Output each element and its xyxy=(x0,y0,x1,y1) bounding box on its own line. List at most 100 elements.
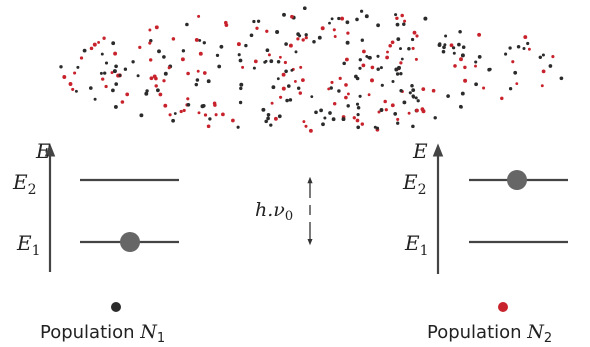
particle xyxy=(110,71,114,75)
particle xyxy=(416,99,420,103)
particle xyxy=(402,22,406,26)
particle xyxy=(444,34,448,38)
particle xyxy=(461,45,466,49)
particle xyxy=(323,116,327,120)
energy-gap-annotation: h.ν0 xyxy=(255,176,313,246)
particle xyxy=(279,95,283,99)
particle xyxy=(194,82,199,87)
particle xyxy=(393,112,398,116)
particle xyxy=(154,25,159,30)
particle xyxy=(360,38,364,42)
particle xyxy=(294,50,298,54)
particle xyxy=(396,37,401,41)
left-upper-level-label: E2 xyxy=(12,170,37,198)
particle xyxy=(113,51,118,56)
particle xyxy=(102,36,106,40)
particle xyxy=(101,77,105,81)
particle xyxy=(399,89,403,93)
particle xyxy=(515,82,519,86)
particle xyxy=(438,42,442,46)
particle xyxy=(352,116,356,120)
particle xyxy=(304,33,308,37)
particle xyxy=(73,71,77,75)
particle xyxy=(239,82,244,87)
particle xyxy=(149,76,154,81)
particle xyxy=(298,91,303,95)
particle xyxy=(264,119,268,124)
particle xyxy=(330,80,334,84)
particle xyxy=(201,103,206,108)
particle xyxy=(513,70,518,75)
particle xyxy=(253,59,258,64)
particle xyxy=(346,92,350,96)
particle xyxy=(186,97,190,101)
particle xyxy=(202,71,207,75)
particle xyxy=(148,28,152,32)
particle xyxy=(358,66,362,70)
particle xyxy=(487,67,491,72)
particle xyxy=(288,43,293,48)
particle xyxy=(131,60,135,64)
particle xyxy=(508,46,512,50)
particle xyxy=(206,79,211,84)
particle xyxy=(345,20,350,25)
particle xyxy=(152,74,157,79)
particle xyxy=(403,19,407,23)
particle xyxy=(390,103,395,108)
particle xyxy=(269,59,274,64)
particle xyxy=(414,96,418,100)
particle xyxy=(540,84,544,88)
particle xyxy=(376,23,381,28)
particle xyxy=(511,60,515,64)
particle xyxy=(276,60,281,64)
particle xyxy=(284,69,288,74)
particle xyxy=(355,17,359,22)
particle xyxy=(310,95,314,99)
particle xyxy=(136,74,140,78)
particle xyxy=(328,111,332,115)
particle xyxy=(527,47,531,51)
particle xyxy=(400,57,404,61)
particle xyxy=(370,65,375,70)
particle xyxy=(255,26,259,30)
particle xyxy=(541,69,546,74)
particle xyxy=(181,49,186,53)
particle xyxy=(474,60,478,64)
particle xyxy=(330,17,334,21)
particle xyxy=(238,58,243,63)
particle xyxy=(273,116,278,121)
left-energy-diagram: E E2 E1 Population N1 xyxy=(12,139,179,346)
particle xyxy=(407,111,411,115)
left-population-caption: Population N1 xyxy=(40,321,165,346)
particle xyxy=(346,104,350,108)
particle xyxy=(477,32,482,37)
particle xyxy=(79,56,84,60)
particle xyxy=(76,65,80,69)
particle xyxy=(523,35,528,40)
particle xyxy=(400,13,404,18)
particle xyxy=(312,40,316,44)
particle xyxy=(217,64,222,69)
particle xyxy=(293,79,297,83)
particle xyxy=(277,114,282,119)
particle xyxy=(276,77,280,81)
particle xyxy=(267,53,271,57)
particle xyxy=(446,94,450,98)
particle xyxy=(329,86,333,90)
right-axis-label: E xyxy=(412,139,428,163)
particle xyxy=(249,33,254,38)
particle xyxy=(346,31,350,35)
particle xyxy=(111,41,116,46)
particle xyxy=(163,103,168,108)
right-electron xyxy=(507,170,527,190)
particle xyxy=(97,40,101,44)
particle xyxy=(148,58,153,62)
particle xyxy=(215,53,220,58)
particle xyxy=(355,76,360,81)
particle xyxy=(304,36,308,40)
particle xyxy=(332,101,337,106)
particle xyxy=(179,109,183,114)
particle xyxy=(82,48,87,53)
particle xyxy=(270,101,274,105)
particle xyxy=(89,86,93,90)
